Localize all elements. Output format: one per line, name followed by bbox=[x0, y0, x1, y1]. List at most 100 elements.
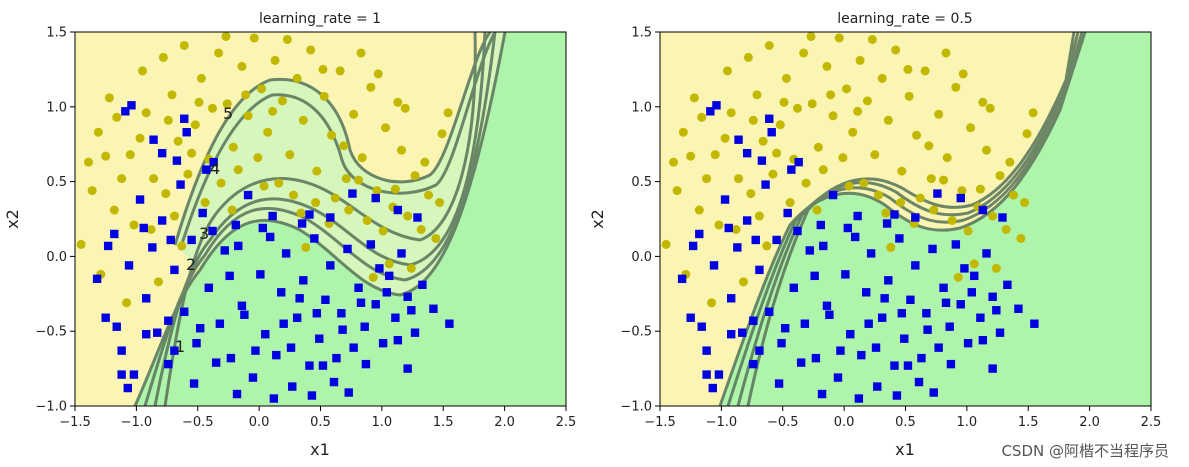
class1-point-8 bbox=[733, 243, 742, 252]
class0-point-17 bbox=[822, 61, 832, 71]
class0-point-9 bbox=[173, 136, 183, 146]
class1-point-70 bbox=[393, 205, 403, 215]
class0-point-71 bbox=[941, 48, 951, 58]
class1-point-70 bbox=[978, 205, 988, 215]
class0-point-30 bbox=[912, 130, 922, 140]
class1-point-107 bbox=[819, 241, 828, 251]
class1-point-81 bbox=[978, 335, 988, 345]
class1-point-96 bbox=[992, 306, 1001, 315]
class0-point-45 bbox=[437, 129, 447, 139]
class0-point-65 bbox=[311, 198, 321, 208]
class0-point-93 bbox=[958, 69, 968, 79]
class0-point-4 bbox=[723, 66, 733, 76]
class1-point-26 bbox=[248, 373, 258, 382]
class0-point-75 bbox=[135, 133, 145, 143]
class0-point-16 bbox=[228, 142, 238, 152]
class0-point-81 bbox=[368, 272, 378, 282]
class0-point-80 bbox=[406, 263, 416, 273]
class0-point-11 bbox=[190, 120, 200, 130]
iteration-label-1: 1 bbox=[175, 337, 185, 356]
x-tick-label: 1.5 bbox=[433, 415, 454, 430]
class0-point-31 bbox=[920, 66, 930, 76]
class0-point-29 bbox=[319, 91, 329, 101]
class0-point-1 bbox=[93, 127, 103, 137]
x-tick-label: 0.0 bbox=[834, 415, 855, 430]
class0-point-0 bbox=[669, 157, 679, 167]
class0-point-23 bbox=[862, 96, 872, 106]
class0-point-22 bbox=[855, 55, 865, 65]
x-tick-label: 1.0 bbox=[957, 415, 978, 430]
iteration-label-3: 3 bbox=[199, 224, 209, 243]
iteration-label-4: 4 bbox=[210, 159, 220, 178]
class0-point-44 bbox=[1016, 233, 1026, 243]
class0-point-49 bbox=[296, 208, 306, 218]
y-tick-label: 0.0 bbox=[631, 250, 652, 265]
class1-point-9 bbox=[153, 328, 162, 337]
class1-point-93 bbox=[880, 294, 889, 303]
class1-point-65 bbox=[734, 135, 743, 144]
class0-point-46 bbox=[1028, 108, 1038, 118]
class1-point-29 bbox=[850, 232, 860, 242]
class1-point-103 bbox=[751, 235, 760, 245]
class0-point-35 bbox=[951, 82, 961, 92]
class0-point-46 bbox=[443, 108, 453, 118]
class1-point-88 bbox=[755, 346, 764, 355]
class0-point-82 bbox=[969, 259, 979, 269]
class0-point-41 bbox=[995, 171, 1005, 181]
class1-point-91 bbox=[225, 271, 234, 281]
class1-point-39 bbox=[906, 295, 915, 304]
x-tick-label: −0.5 bbox=[182, 415, 214, 430]
class0-point-28 bbox=[897, 166, 907, 176]
class1-point-85 bbox=[836, 346, 845, 355]
class1-point-83 bbox=[914, 377, 924, 387]
class1-point-103 bbox=[166, 235, 175, 245]
class0-point-57 bbox=[169, 211, 179, 221]
y-tick-label: −0.5 bbox=[35, 325, 67, 340]
class0-point-77 bbox=[122, 298, 132, 308]
class1-point-8 bbox=[148, 243, 157, 252]
class1-point-55 bbox=[1003, 280, 1012, 290]
class0-point-93 bbox=[373, 69, 383, 79]
class0-point-87 bbox=[241, 90, 251, 100]
class0-point-71 bbox=[356, 48, 366, 58]
y-tick-label: 1.0 bbox=[631, 100, 652, 115]
class0-point-86 bbox=[318, 64, 328, 74]
class1-point-24 bbox=[822, 301, 832, 310]
class0-point-5 bbox=[141, 108, 151, 118]
class0-point-92 bbox=[985, 103, 995, 113]
class0-point-6 bbox=[149, 174, 159, 184]
class0-point-90 bbox=[435, 198, 445, 208]
class0-point-61 bbox=[233, 165, 243, 175]
class0-point-33 bbox=[934, 109, 944, 119]
class0-point-2 bbox=[689, 93, 699, 103]
x-tick-label: 0.5 bbox=[895, 415, 916, 430]
class1-point-85 bbox=[251, 346, 260, 355]
class0-point-67 bbox=[929, 205, 939, 215]
x-tick-label: 2.0 bbox=[1079, 415, 1100, 430]
class0-point-68 bbox=[947, 215, 957, 225]
class0-point-25 bbox=[292, 73, 302, 83]
class0-point-14 bbox=[214, 48, 224, 58]
class0-point-85 bbox=[339, 141, 349, 151]
class1-point-76 bbox=[817, 389, 827, 399]
iteration-label-5: 5 bbox=[223, 104, 233, 123]
class1-point-97 bbox=[196, 324, 205, 333]
class1-point-61 bbox=[712, 101, 721, 110]
class0-point-30 bbox=[327, 130, 337, 140]
class0-point-34 bbox=[357, 153, 367, 163]
class1-point-62 bbox=[757, 156, 767, 165]
class1-point-45 bbox=[939, 283, 948, 293]
class0-point-32 bbox=[926, 174, 936, 184]
class0-point-9 bbox=[758, 136, 768, 146]
class0-point-74 bbox=[187, 148, 197, 158]
class1-point-101 bbox=[356, 298, 366, 307]
class0-point-65 bbox=[896, 198, 906, 208]
right-points bbox=[661, 32, 1039, 403]
class1-point-49 bbox=[963, 338, 973, 348]
class0-point-24 bbox=[870, 150, 880, 160]
class1-point-89 bbox=[141, 329, 151, 339]
class0-point-96 bbox=[163, 115, 173, 125]
class1-point-89 bbox=[726, 329, 736, 339]
class1-point-36 bbox=[890, 361, 899, 370]
class1-point-25 bbox=[243, 190, 253, 200]
